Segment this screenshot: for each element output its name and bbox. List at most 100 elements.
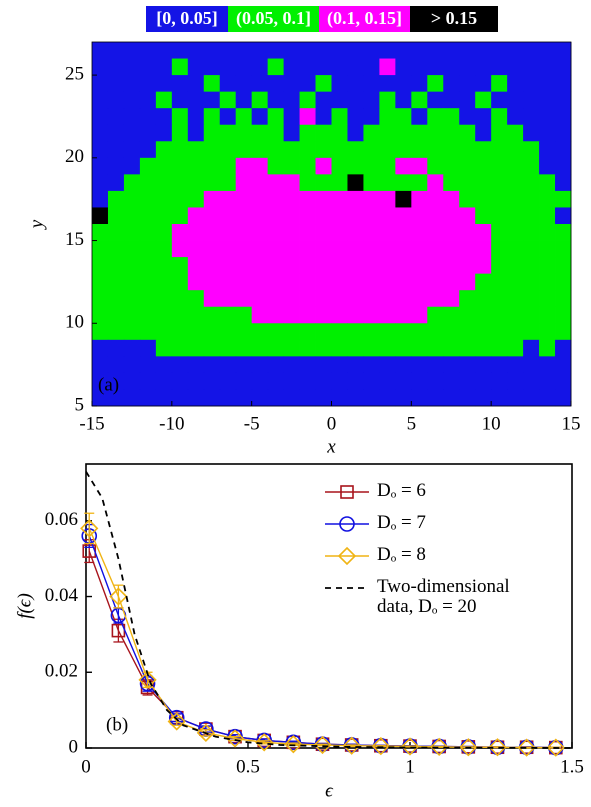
cell bbox=[219, 207, 237, 225]
cell bbox=[187, 75, 205, 93]
y-axis-label: f(ϵ) bbox=[14, 593, 35, 619]
cell bbox=[107, 323, 125, 341]
cell bbox=[555, 273, 572, 291]
marker bbox=[225, 729, 245, 748]
cell bbox=[251, 42, 269, 59]
cell bbox=[427, 257, 444, 275]
cell bbox=[427, 273, 444, 291]
cell bbox=[427, 290, 444, 308]
cell bbox=[331, 207, 348, 225]
cell bbox=[139, 389, 157, 407]
cell bbox=[331, 42, 348, 59]
cell bbox=[187, 306, 205, 324]
cell bbox=[235, 372, 253, 390]
marker bbox=[371, 736, 390, 756]
cell bbox=[347, 190, 364, 208]
cell bbox=[299, 108, 316, 126]
cell bbox=[411, 75, 428, 93]
cell bbox=[491, 323, 508, 341]
cell bbox=[299, 290, 316, 308]
x-tick-label: 15 bbox=[562, 413, 581, 434]
cell bbox=[411, 240, 428, 258]
legend-swatch bbox=[410, 6, 498, 32]
cell bbox=[283, 157, 300, 175]
cell bbox=[315, 273, 332, 291]
cell bbox=[523, 75, 540, 93]
cell bbox=[315, 290, 332, 308]
cell bbox=[443, 75, 460, 93]
cell bbox=[123, 207, 141, 225]
cell bbox=[139, 339, 157, 357]
marker bbox=[167, 712, 186, 731]
cell bbox=[283, 58, 300, 76]
cell bbox=[283, 91, 300, 109]
cell bbox=[443, 224, 460, 241]
cell bbox=[139, 306, 157, 324]
cell bbox=[203, 240, 221, 258]
cell bbox=[395, 108, 412, 126]
cell bbox=[235, 240, 253, 258]
cell bbox=[331, 323, 348, 341]
cell bbox=[395, 174, 412, 192]
cell bbox=[187, 141, 205, 159]
cell bbox=[267, 108, 284, 126]
cell bbox=[267, 290, 284, 308]
y-tick-label: 0.06 bbox=[45, 509, 78, 530]
cell bbox=[92, 75, 109, 93]
cell bbox=[459, 372, 476, 390]
cell bbox=[139, 157, 157, 175]
cell bbox=[331, 389, 348, 407]
cell bbox=[491, 75, 508, 93]
cell bbox=[347, 389, 364, 407]
marker bbox=[313, 735, 332, 755]
legend-marker bbox=[340, 485, 354, 499]
cell bbox=[539, 257, 556, 275]
x-axis-label: ϵ bbox=[325, 780, 334, 801]
cell bbox=[347, 42, 364, 59]
cell bbox=[379, 157, 396, 175]
marker bbox=[284, 735, 303, 754]
cell bbox=[107, 108, 125, 126]
cell bbox=[283, 75, 300, 93]
marker bbox=[255, 733, 274, 752]
cell bbox=[347, 372, 364, 390]
cell bbox=[411, 141, 428, 159]
cell bbox=[539, 339, 556, 357]
cell bbox=[539, 141, 556, 159]
cell bbox=[475, 42, 492, 59]
cell bbox=[187, 174, 205, 192]
series-line bbox=[85, 471, 573, 749]
cell bbox=[427, 207, 444, 225]
cell bbox=[459, 290, 476, 308]
cell bbox=[203, 174, 221, 192]
cell bbox=[347, 306, 364, 324]
cell bbox=[107, 240, 125, 258]
cell bbox=[363, 306, 380, 324]
cell bbox=[379, 389, 396, 407]
cell bbox=[507, 141, 524, 159]
cell bbox=[219, 257, 237, 275]
cell bbox=[395, 389, 412, 407]
cell bbox=[251, 273, 269, 291]
cell bbox=[235, 190, 253, 208]
cell bbox=[395, 42, 412, 59]
cell bbox=[235, 207, 253, 225]
cell bbox=[251, 224, 269, 241]
cell bbox=[155, 75, 173, 93]
y-tick-label: 15 bbox=[65, 229, 84, 250]
cell bbox=[123, 323, 141, 341]
cell bbox=[92, 290, 109, 308]
cell bbox=[379, 290, 396, 308]
cell bbox=[235, 306, 253, 324]
cell bbox=[139, 58, 157, 76]
cell bbox=[411, 157, 428, 175]
cell bbox=[187, 108, 205, 126]
y-axis-label: y bbox=[26, 219, 47, 230]
cell bbox=[107, 58, 125, 76]
cell bbox=[283, 257, 300, 275]
cell bbox=[155, 257, 173, 275]
cell bbox=[267, 58, 284, 76]
marker bbox=[546, 738, 565, 757]
cell bbox=[411, 91, 428, 109]
